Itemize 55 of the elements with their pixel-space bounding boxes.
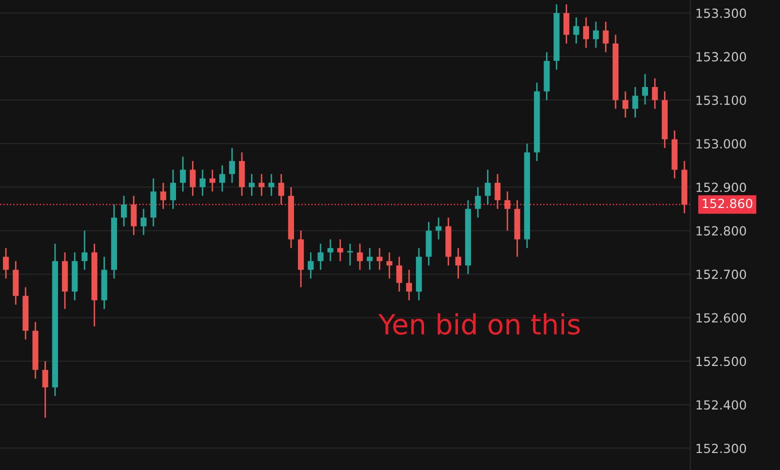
candlestick [130, 195, 137, 236]
candlestick [120, 195, 127, 227]
candlestick [200, 169, 206, 197]
candlestick [42, 360, 48, 418]
candlestick [484, 169, 491, 206]
candlestick [563, 4, 570, 44]
ref-line-label: 152.860 [702, 198, 752, 208]
y-tick-label: 152.600 [696, 313, 746, 323]
candlestick [592, 21, 599, 49]
candlestick [2, 247, 9, 280]
candlestick [504, 190, 510, 232]
y-tick-label: 152.800 [696, 226, 746, 236]
candlestick [652, 78, 658, 110]
candlestick [494, 173, 501, 210]
candlestick [376, 247, 383, 271]
candlestick [573, 16, 580, 44]
candlestick [602, 21, 609, 53]
candlestick [406, 269, 412, 301]
candlestick [258, 173, 265, 197]
candlestick [318, 243, 324, 271]
candlestick [308, 252, 314, 280]
candlestick [327, 238, 334, 262]
candlestick [140, 208, 147, 236]
annotation: Yen bid on this [378, 313, 580, 335]
candlestick [622, 90, 628, 118]
y-tick-label: 153.200 [696, 52, 746, 62]
candlestick [180, 156, 186, 192]
y-tick-label: 152.500 [696, 356, 746, 366]
candlestick [583, 16, 590, 49]
candlestick [455, 247, 462, 280]
y-tick-label: 153.300 [696, 8, 746, 18]
candlestick [268, 173, 274, 197]
candlestick [82, 230, 88, 271]
y-tick-label: 152.300 [696, 444, 746, 454]
candlestick [474, 186, 481, 218]
candlestick [386, 252, 392, 280]
candlestick [642, 73, 648, 106]
candlestick [436, 216, 442, 240]
candlestick [396, 256, 402, 292]
candlestick [219, 164, 226, 192]
y-tick-label: 153.100 [696, 96, 746, 106]
candlestick [337, 238, 344, 262]
y-tick-label: 153.000 [696, 139, 746, 149]
candlestick [632, 86, 638, 118]
candlestick [170, 169, 176, 210]
y-tick-label: 152.900 [696, 182, 746, 192]
candlestick [347, 243, 354, 266]
y-tick-label: 152.700 [696, 270, 746, 280]
candlestick [209, 169, 216, 192]
candlestick [160, 182, 166, 210]
candlestick [356, 243, 363, 271]
y-tick-label: 152.400 [696, 400, 746, 410]
candlestick [190, 160, 196, 197]
candlestick [229, 147, 236, 184]
candlestick [278, 173, 284, 206]
